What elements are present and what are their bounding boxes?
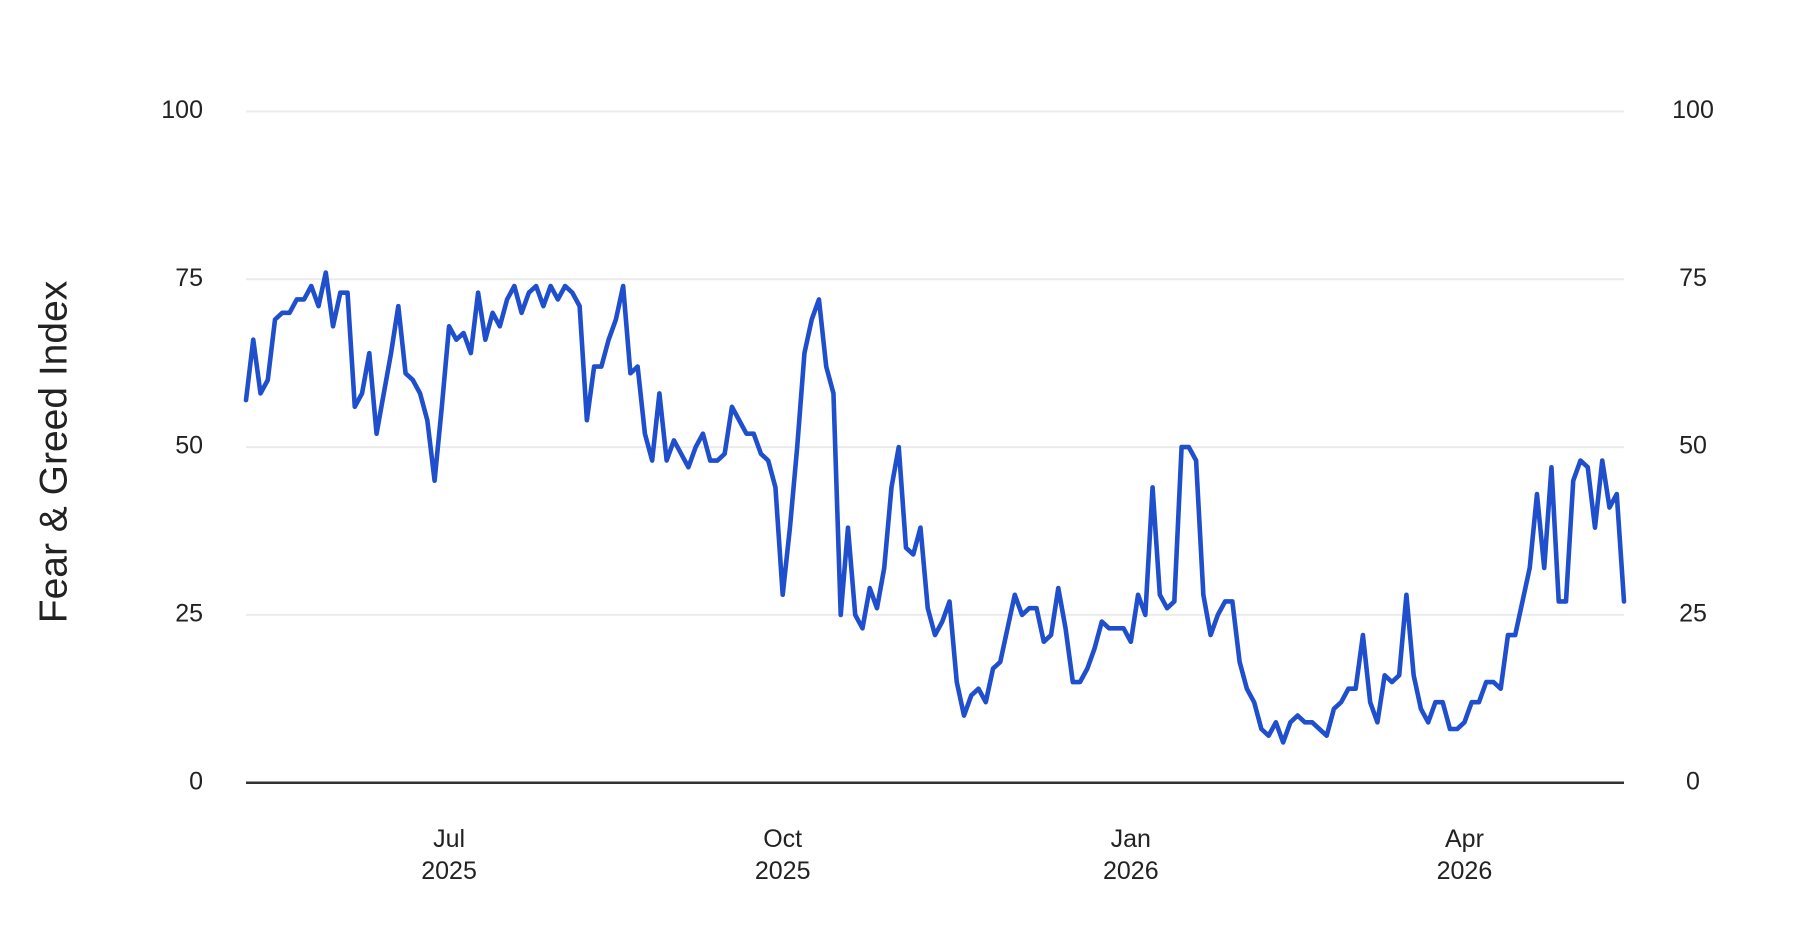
y-axis-label: Fear & Greed Index: [32, 280, 75, 623]
y-tick-label: 75: [175, 264, 203, 292]
x-tick-label: Oct 2025: [755, 825, 811, 885]
y-tick-label: 100: [161, 96, 203, 124]
y-tick-label: 0: [189, 767, 203, 795]
y-tick-label: 25: [175, 600, 203, 628]
line-series: [243, 270, 1627, 745]
y2-tick-label: 50: [1679, 432, 1707, 460]
y2-tick-label: 100: [1672, 96, 1714, 124]
y2-tick-label: 0: [1686, 767, 1700, 795]
x-tick-label: Apr 2026: [1437, 825, 1493, 885]
y-tick-label: 50: [175, 432, 203, 460]
x-tick-label: Jan 2026: [1103, 825, 1159, 885]
y2-tick-label: 75: [1679, 264, 1707, 292]
y2-tick-label: 25: [1679, 600, 1707, 628]
x-tick-label: Jul 2025: [421, 825, 477, 885]
